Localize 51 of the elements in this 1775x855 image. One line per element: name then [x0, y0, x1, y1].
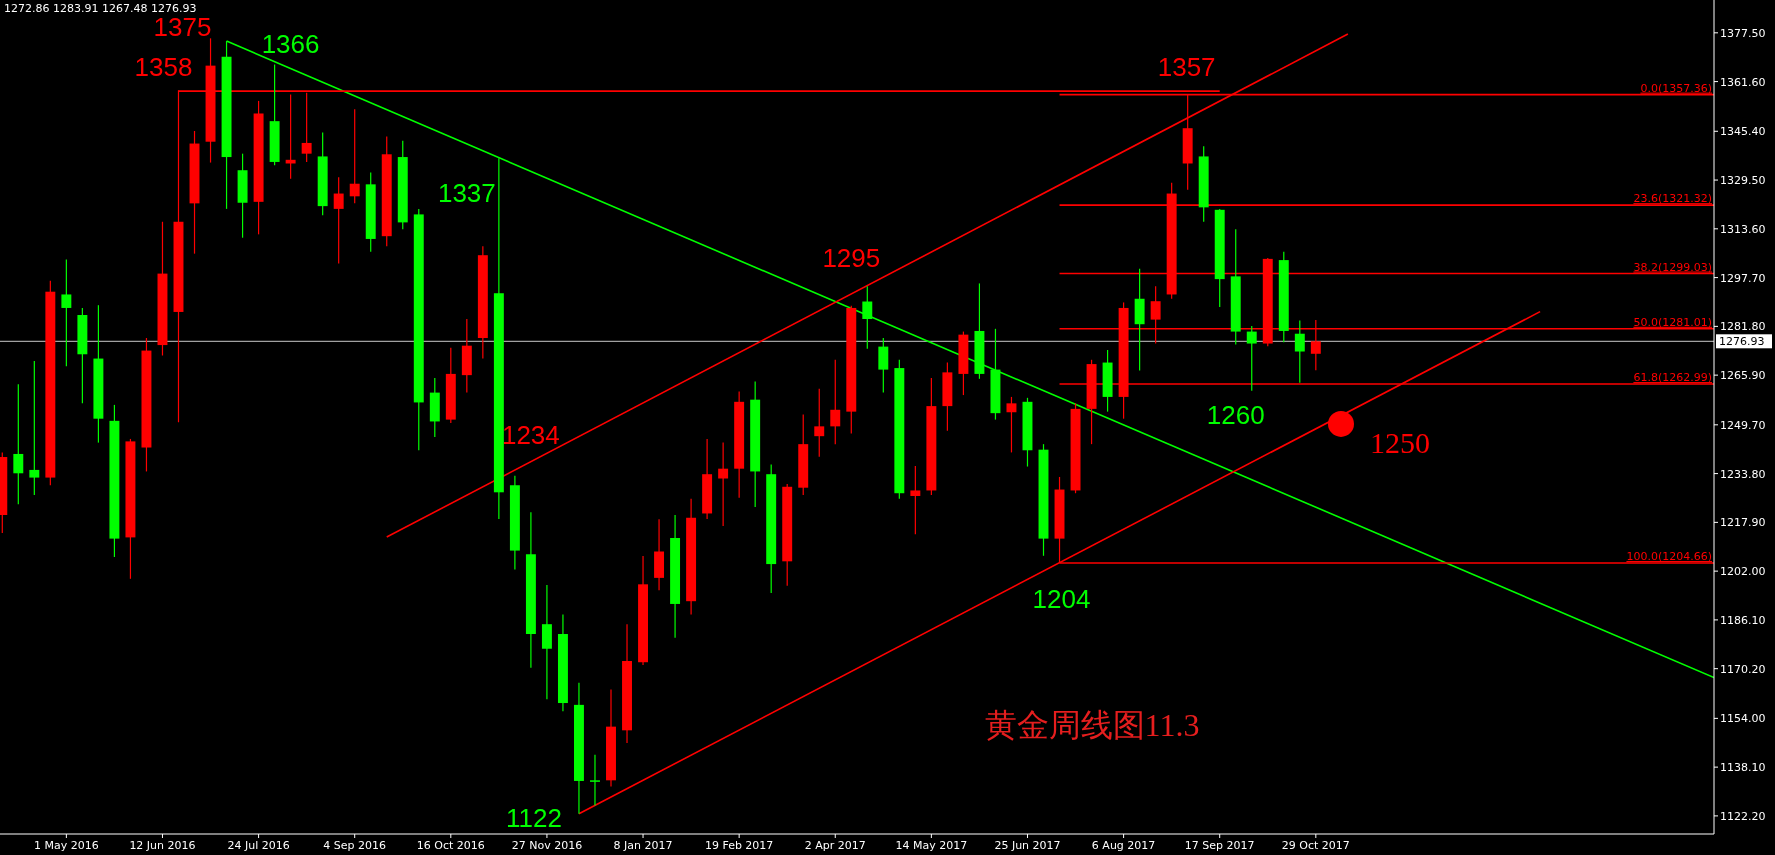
y-tick-label: 1361.60 [1720, 75, 1766, 89]
chart-subtitle: 1272.86 1283.91 1267.48 1276.93 [4, 2, 197, 15]
annotation: 1375 [153, 12, 212, 43]
y-tick-label: 1249.70 [1720, 418, 1766, 432]
y-tick-label: 1170.20 [1720, 662, 1766, 676]
y-tick-label: 1202.00 [1720, 565, 1766, 579]
x-tick-label: 4 Sep 2016 [323, 839, 387, 852]
x-tick-label: 6 Aug 2017 [1091, 839, 1156, 852]
y-tick-label: 1154.00 [1720, 712, 1766, 726]
series-label: 38.2(1299.03) [1633, 260, 1712, 274]
annotation: 1295 [822, 242, 881, 273]
y-tick-label: 1122.20 [1720, 809, 1766, 823]
series-label: 61.8(1262.99) [1633, 371, 1712, 385]
x-tick-label: 29 Oct 2017 [1281, 839, 1350, 852]
y-tick-label: 1377.50 [1720, 26, 1766, 40]
y-tick-label: 1313.60 [1720, 222, 1766, 236]
annotation: 1260 [1206, 400, 1265, 431]
ref-line-label: 1276.93 [1719, 335, 1765, 349]
x-tick-label: 16 Oct 2016 [416, 839, 485, 852]
x-tick-label: 17 Sep 2017 [1184, 839, 1255, 852]
x-tick-label: 25 Jun 2017 [994, 839, 1061, 852]
x-tick-label: 8 Jan 2017 [613, 839, 673, 852]
x-tick-label: 14 May 2017 [895, 839, 968, 852]
annotation: 1122 [506, 802, 562, 833]
y-tick-label: 1233.80 [1720, 467, 1766, 481]
y-tick-label: 1297.70 [1720, 271, 1766, 285]
y-tick-label: 1138.10 [1720, 761, 1766, 775]
y-tick-label: 1281.80 [1720, 320, 1766, 334]
y-tick-label: 1186.10 [1720, 613, 1766, 627]
annotation: 1250 [1369, 425, 1430, 459]
annotation: 1234 [501, 419, 560, 450]
x-tick-label: 19 Feb 2017 [704, 839, 774, 852]
annotation: 1204 [1032, 584, 1091, 614]
x-tick-label: 24 Jul 2016 [227, 839, 290, 852]
annotation: 1357 [1157, 51, 1216, 82]
y-tick-label: 1217.90 [1720, 516, 1766, 530]
annotation: 1358 [134, 51, 193, 82]
x-tick-label: 2 Apr 2017 [804, 839, 866, 852]
x-tick-label: 12 Jun 2016 [129, 839, 196, 852]
series-label: 23.6(1321.32) [1633, 192, 1712, 206]
x-tick-label: 27 Nov 2016 [511, 839, 583, 852]
y-tick-label: 1345.40 [1720, 125, 1766, 139]
annotation: 1337 [437, 178, 496, 209]
annotation: 1366 [261, 29, 320, 60]
series-label: 100.0(1204.66) [1626, 549, 1712, 563]
series-label: 0.0(1357.36) [1640, 81, 1712, 95]
y-tick-label: 1329.50 [1720, 174, 1766, 188]
series-label: 50.0(1281.01) [1633, 315, 1712, 329]
text: 黄金周线图11.3 [984, 707, 1200, 743]
y-tick-label: 1265.90 [1720, 369, 1766, 383]
x-tick-label: 1 May 2016 [34, 839, 99, 852]
